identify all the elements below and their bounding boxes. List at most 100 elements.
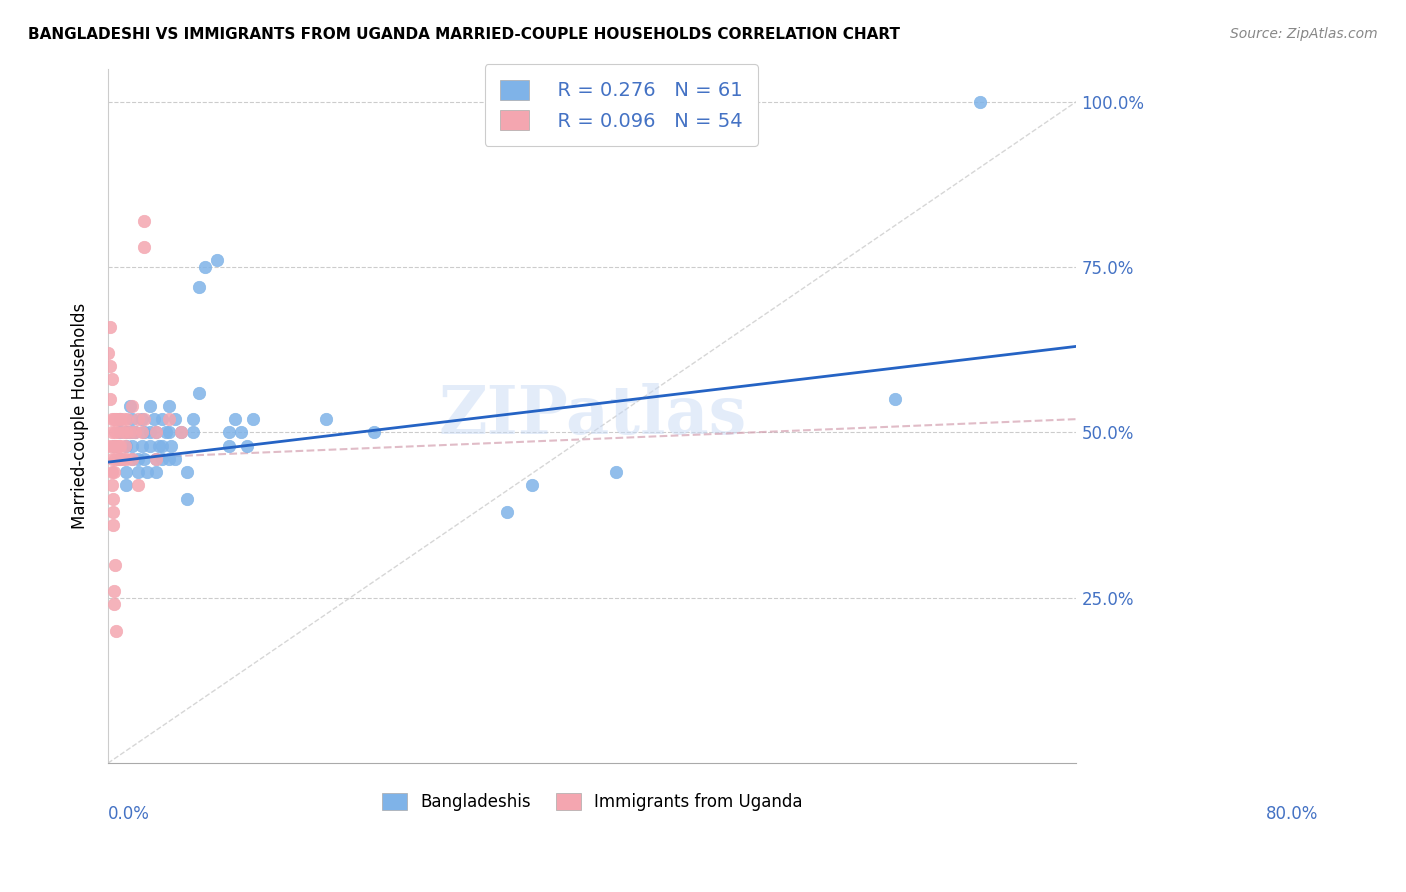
Point: [315, 412, 337, 426]
Point: [121, 451, 143, 466]
Point: [127, 451, 149, 466]
Point: [107, 425, 129, 440]
Point: [224, 412, 246, 426]
Point: [160, 439, 183, 453]
Point: [969, 95, 991, 109]
Point: [115, 439, 138, 453]
Point: [117, 412, 139, 426]
Point: [134, 412, 156, 426]
Point: [103, 439, 125, 453]
Point: [108, 439, 131, 453]
Point: [236, 439, 259, 453]
Point: [108, 451, 131, 466]
Point: [231, 425, 253, 440]
Point: [127, 412, 149, 426]
Point: [143, 412, 166, 426]
Point: [194, 260, 217, 274]
Point: [605, 465, 627, 479]
Point: [103, 465, 125, 479]
Point: [218, 439, 240, 453]
Point: [115, 425, 138, 440]
Point: [100, 392, 122, 407]
Point: [157, 412, 180, 426]
Point: [100, 465, 122, 479]
Point: [131, 425, 153, 440]
Point: [108, 412, 131, 426]
Point: [124, 425, 146, 440]
Point: [121, 451, 143, 466]
Point: [101, 518, 124, 533]
Point: [145, 425, 167, 440]
Point: [520, 478, 543, 492]
Point: [163, 451, 186, 466]
Point: [118, 399, 141, 413]
Point: [101, 505, 124, 519]
Text: 80.0%: 80.0%: [1267, 805, 1319, 822]
Point: [135, 465, 157, 479]
Point: [124, 425, 146, 440]
Point: [883, 392, 905, 407]
Point: [108, 412, 131, 426]
Point: [112, 412, 135, 426]
Text: ZIPatlas: ZIPatlas: [439, 384, 747, 449]
Point: [169, 425, 191, 440]
Point: [104, 425, 127, 440]
Point: [187, 280, 209, 294]
Point: [242, 412, 264, 426]
Point: [218, 425, 240, 440]
Point: [105, 412, 128, 426]
Point: [100, 451, 122, 466]
Point: [100, 319, 122, 334]
Point: [121, 412, 143, 426]
Point: [205, 253, 228, 268]
Point: [121, 399, 143, 413]
Point: [121, 439, 143, 453]
Point: [131, 439, 153, 453]
Point: [496, 505, 519, 519]
Point: [134, 240, 156, 254]
Point: [114, 439, 136, 453]
Point: [157, 425, 180, 440]
Text: BANGLADESHI VS IMMIGRANTS FROM UGANDA MARRIED-COUPLE HOUSEHOLDS CORRELATION CHAR: BANGLADESHI VS IMMIGRANTS FROM UGANDA MA…: [28, 27, 900, 42]
Point: [100, 478, 122, 492]
Point: [100, 425, 122, 440]
Point: [101, 491, 124, 506]
Point: [115, 425, 138, 440]
Point: [157, 399, 180, 413]
Point: [118, 425, 141, 440]
Point: [176, 491, 198, 506]
Point: [152, 451, 174, 466]
Text: Source: ZipAtlas.com: Source: ZipAtlas.com: [1230, 27, 1378, 41]
Point: [111, 451, 134, 466]
Point: [145, 465, 167, 479]
Point: [100, 372, 122, 386]
Point: [100, 359, 122, 374]
Point: [97, 346, 120, 360]
Point: [163, 412, 186, 426]
Point: [363, 425, 385, 440]
Point: [181, 412, 204, 426]
Point: [139, 399, 162, 413]
Point: [100, 439, 122, 453]
Point: [181, 425, 204, 440]
Point: [103, 584, 125, 599]
Point: [103, 598, 125, 612]
Point: [107, 451, 129, 466]
Point: [127, 478, 149, 492]
Point: [134, 213, 156, 227]
Point: [134, 451, 156, 466]
Text: 0.0%: 0.0%: [108, 805, 150, 822]
Point: [176, 465, 198, 479]
Point: [127, 465, 149, 479]
Point: [108, 412, 131, 426]
Point: [187, 385, 209, 400]
Point: [148, 439, 170, 453]
Point: [104, 558, 127, 572]
Point: [152, 439, 174, 453]
Point: [111, 425, 134, 440]
Point: [103, 439, 125, 453]
Point: [169, 425, 191, 440]
Point: [115, 478, 138, 492]
Point: [100, 412, 122, 426]
Point: [145, 451, 167, 466]
